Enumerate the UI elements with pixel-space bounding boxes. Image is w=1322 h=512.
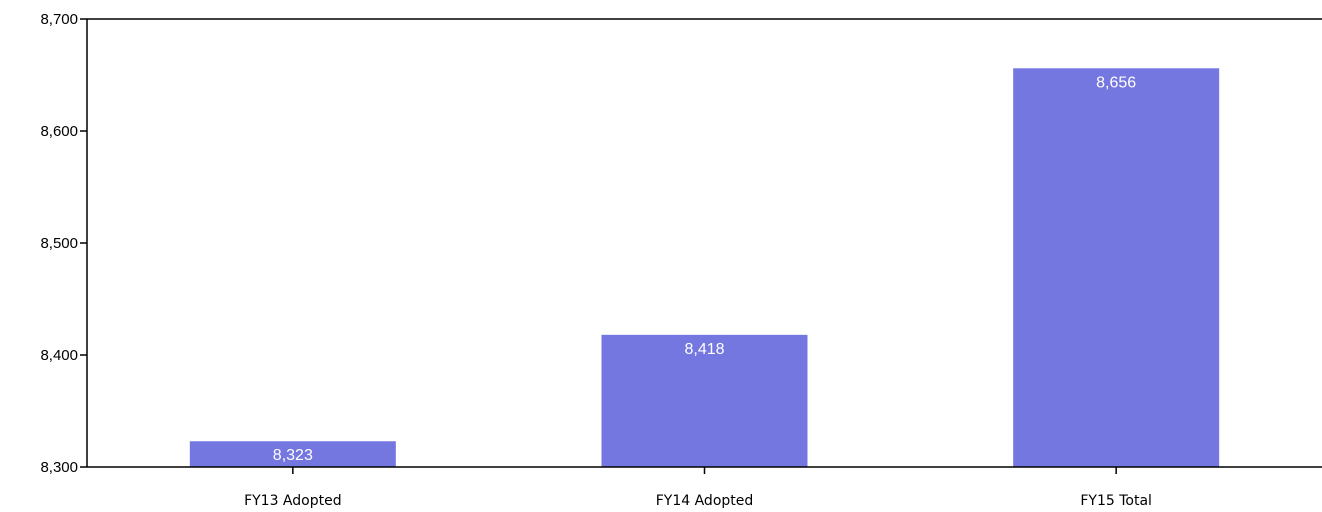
x-tick-label: FY14 Adopted <box>656 493 754 509</box>
x-tick-label: FY15 Total <box>1080 493 1152 509</box>
bar <box>1013 68 1220 467</box>
data-label: 8,323 <box>273 447 313 464</box>
x-tick-label: FY13 Adopted <box>244 493 342 509</box>
data-label: 8,418 <box>684 341 724 358</box>
y-tick-label: 8,600 <box>40 123 78 140</box>
data-label: 8,656 <box>1096 74 1136 91</box>
y-tick-label: 8,400 <box>40 347 78 364</box>
y-ticks-layer: 8,300 8,400 8,500 8,600 8,700 <box>40 11 87 476</box>
bar <box>601 334 808 467</box>
data-labels-layer: 8,323 8,418 8,656 <box>273 74 1136 464</box>
y-tick-label: 8,500 <box>40 235 78 252</box>
bars-layer <box>189 68 1220 467</box>
bar <box>189 441 396 467</box>
x-ticks-layer: FY13 Adopted FY14 Adopted FY15 Total <box>244 467 1152 509</box>
y-tick-label: 8,300 <box>40 459 78 476</box>
y-tick-label: 8,700 <box>40 11 78 28</box>
